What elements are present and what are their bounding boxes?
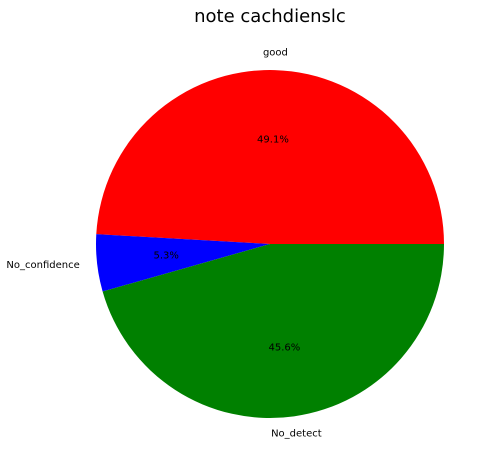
slice-percent-good: 49.1% [257,135,289,146]
slice-percent-no-confidence: 5.3% [154,250,179,261]
pie-labels: good 49.1% No_confidence 5.3% No_detect 45.6% [6,48,321,440]
chart-title: note cachdienslc [194,6,346,27]
pie-slice-good [96,70,444,245]
slice-label-good: good [263,48,288,59]
slice-label-no-detect: No_detect [271,429,322,440]
slice-label-no-confidence: No_confidence [6,260,79,271]
slice-percent-no-detect: 45.6% [268,342,300,353]
pie-slice-no-detect [102,244,445,418]
pie-slice-no-confidence [96,234,270,292]
pie-slices [96,70,445,418]
